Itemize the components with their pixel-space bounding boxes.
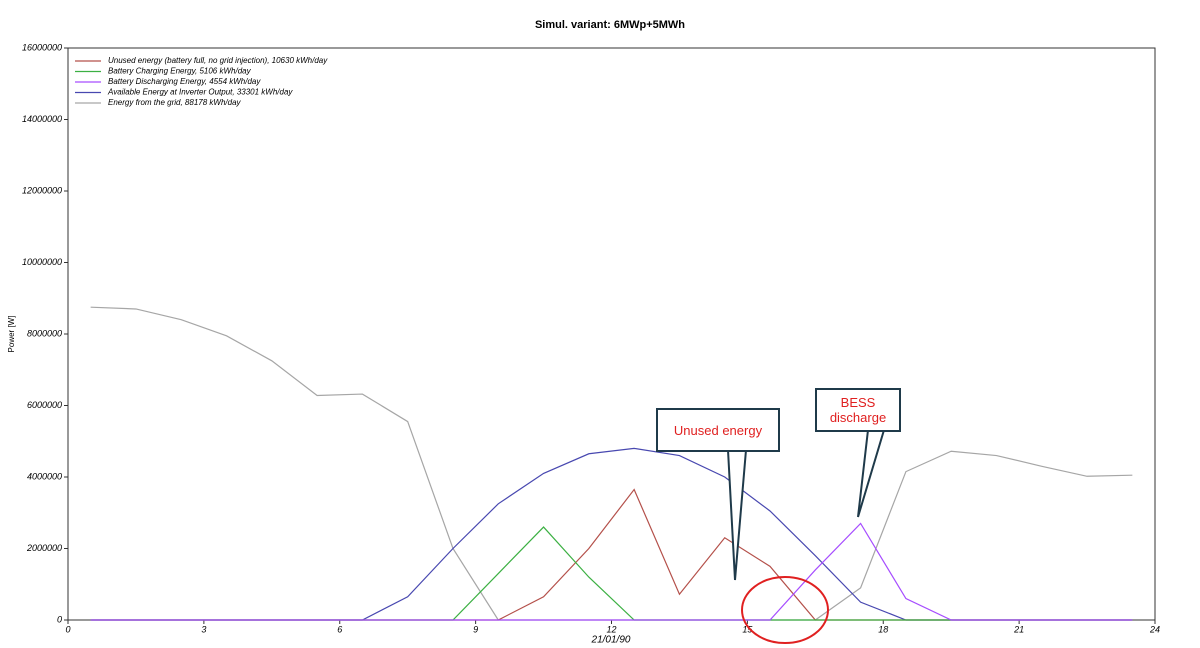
highlight-ellipse [741, 576, 829, 644]
y-tick-label: 8000000 [27, 328, 62, 338]
chart-title: Simul. variant: 6MWp+5MWh [535, 19, 685, 31]
pointer [857, 429, 886, 518]
callout: BESS discharge [815, 388, 901, 432]
y-tick-label: 10000000 [22, 257, 62, 267]
series-line [90, 522, 1133, 621]
annotation-pointers [726, 429, 886, 644]
legend-label: Energy from the grid, 88178 kWh/day [108, 98, 242, 107]
y-tick-label: 16000000 [22, 42, 62, 52]
x-tick-label: 6 [337, 624, 342, 634]
x-tick-label: 3 [201, 624, 206, 634]
legend-label: Unused energy (battery full, no grid inj… [108, 56, 328, 65]
x-tick-label: 18 [878, 624, 888, 634]
pointer [726, 449, 748, 581]
series-line [90, 447, 1133, 621]
y-tick-label: 12000000 [22, 185, 62, 195]
series-line [90, 306, 1133, 621]
x-axis-label: 21/01/90 [591, 635, 631, 646]
x-tick-label: 15 [742, 624, 753, 634]
x-tick-label: 9 [473, 624, 478, 634]
x-tick-label: 12 [606, 624, 616, 634]
legend-label: Battery Discharging Energy, 4554 kWh/day [108, 77, 261, 86]
x-tick-label: 0 [65, 624, 70, 634]
series-line [90, 488, 1133, 621]
y-tick-label: 6000000 [27, 400, 62, 410]
legend-label: Available Energy at Inverter Output, 333… [107, 88, 293, 97]
x-tick-label: 24 [1149, 624, 1160, 634]
y-tick-label: 2000000 [26, 543, 62, 553]
y-tick-label: 14000000 [22, 114, 62, 124]
series-line [90, 526, 1133, 621]
y-axis-label: Power [W] [7, 316, 16, 353]
y-tick-label: 0 [57, 614, 62, 624]
callout: Unused energy [656, 408, 780, 452]
legend-label: Battery Charging Energy, 5106 kWh/day [108, 67, 252, 76]
plot-frame [67, 47, 1156, 621]
y-tick-label: 4000000 [27, 471, 62, 481]
x-tick-label: 21 [1013, 624, 1024, 634]
